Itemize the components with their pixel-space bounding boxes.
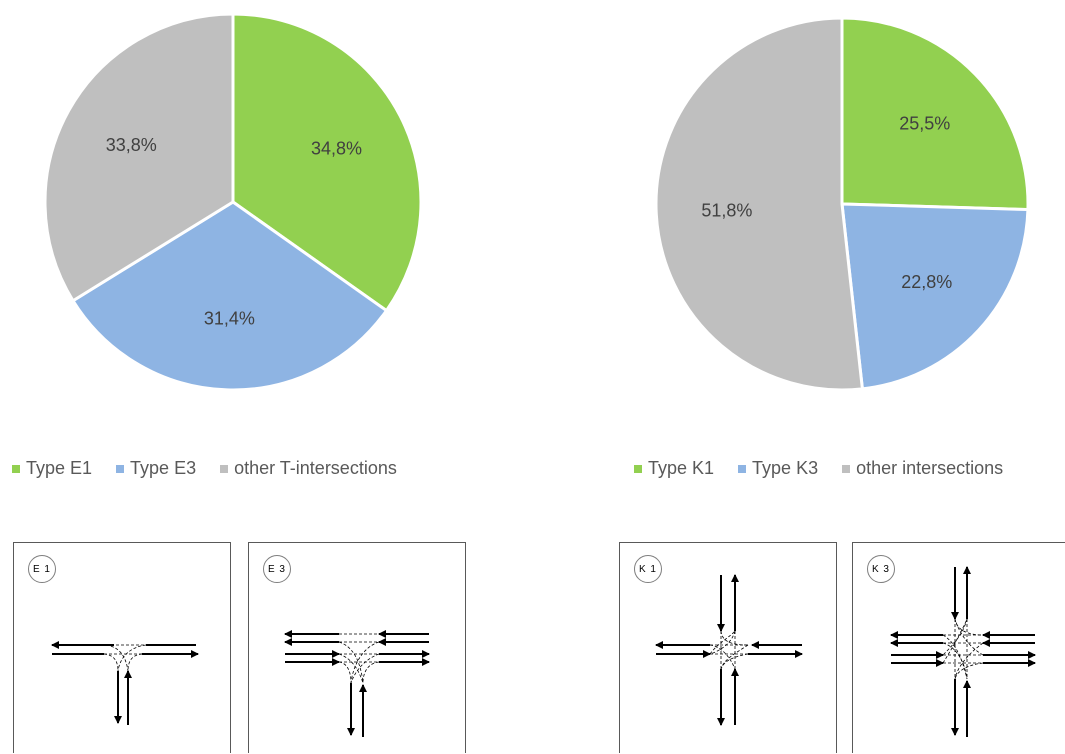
pie-data-label: 25,5%	[899, 114, 950, 134]
legend-item-type-e3: Type E3	[116, 458, 196, 479]
legend-label: Type K3	[752, 458, 819, 478]
diagram-badge: K 1	[634, 555, 662, 583]
pie-slice-type-k1	[840, 16, 1030, 212]
pie-slice-other-t-intersections	[43, 12, 235, 303]
diagram-badge: E 1	[28, 555, 56, 583]
pie-slice-other-intersections	[654, 16, 865, 392]
pie-slice-type-e1	[231, 12, 423, 313]
legend-intersections: Type K1 Type K3 other intersections	[634, 458, 1003, 479]
legend-swatch-gray	[842, 464, 851, 473]
legend-label: Type E1	[26, 458, 93, 478]
t-intersection-multi-lane-diagram	[284, 630, 430, 737]
pie-slice-type-e3	[70, 200, 389, 392]
legend-item-type-e1: Type E1	[12, 458, 92, 479]
pie-slice-type-k3	[840, 202, 1030, 391]
legend-item-type-k1: Type K1	[634, 458, 714, 479]
diagram-k3: K 3	[852, 542, 1065, 753]
pie-chart-t-intersections: 34,8% 31,4% 33,8%	[43, 12, 423, 392]
pie-data-label: 33,8%	[106, 135, 157, 155]
legend-label: other intersections	[856, 458, 1004, 478]
legend-swatch-blue	[116, 464, 125, 473]
legend-swatch-green	[634, 464, 642, 473]
diagram-e3: E 3	[248, 542, 466, 753]
four-way-intersection-single-lane-diagram	[655, 574, 803, 726]
legend-label: Type E3	[130, 458, 197, 478]
legend-label: Type K1	[648, 458, 715, 478]
diagram-k1: K 1	[619, 542, 837, 753]
legend-swatch-gray	[220, 464, 229, 473]
pie-data-label: 34,8%	[311, 138, 362, 158]
legend-item-other-intersections: other intersections	[842, 458, 1003, 479]
legend-item-type-k3: Type K3	[738, 458, 818, 479]
legend-item-other-t-intersections: other T-intersections	[220, 458, 397, 479]
legend-label: other T-intersections	[234, 458, 397, 478]
t-intersection-single-lane-diagram	[51, 641, 199, 725]
diagram-e1: E 1	[13, 542, 231, 753]
pie-data-label: 31,4%	[204, 309, 255, 329]
four-way-intersection-multi-lane-diagram	[890, 566, 1036, 737]
pie-chart-intersections: 25,5% 22,8% 51,8%	[654, 16, 1030, 392]
diagram-badge: E 3	[263, 555, 291, 583]
legend-swatch-green	[12, 464, 20, 473]
legend-t-intersections: Type E1 Type E3 other T-intersections	[12, 458, 397, 479]
pie-data-label: 51,8%	[701, 200, 752, 220]
legend-swatch-blue	[738, 464, 747, 473]
pie-data-label: 22,8%	[901, 272, 952, 292]
diagram-badge: K 3	[867, 555, 895, 583]
